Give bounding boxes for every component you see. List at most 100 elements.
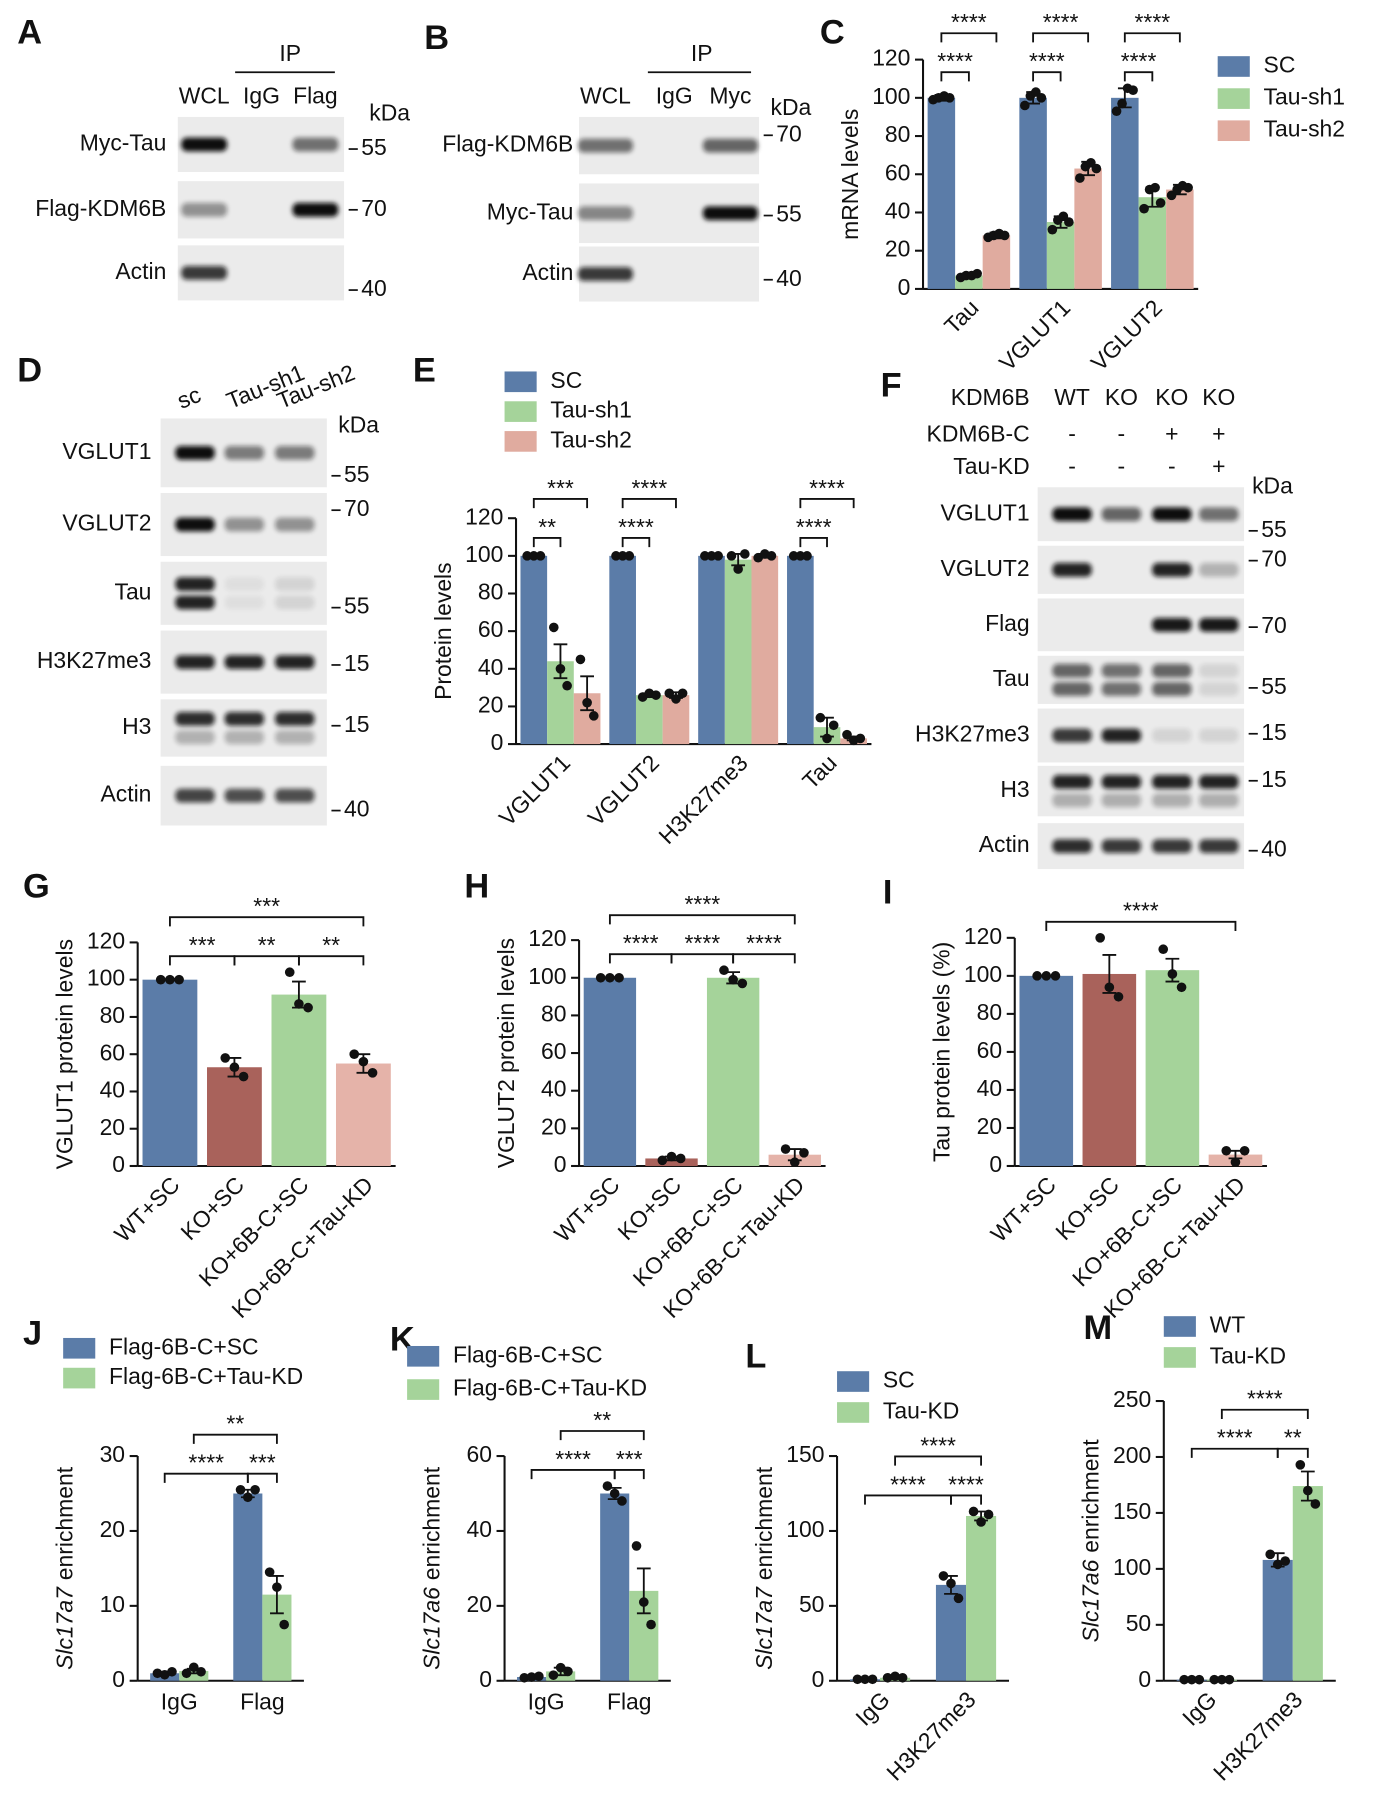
kda-marker: 55 bbox=[344, 593, 369, 619]
y-tick-label: 0 bbox=[554, 1151, 567, 1177]
x-tick-label: WT+SC bbox=[985, 1171, 1061, 1247]
significance-label: **** bbox=[618, 514, 654, 540]
x-tick-label: KO+6B-C+SC bbox=[1067, 1171, 1187, 1291]
y-axis-label: Slc17a7 enrichment bbox=[52, 1466, 78, 1670]
bar bbox=[1262, 1559, 1293, 1681]
band bbox=[175, 655, 215, 669]
legend-swatch bbox=[1217, 120, 1250, 142]
y-axis-label: Slc17a7 enrichment bbox=[751, 1466, 777, 1670]
x-tick-label: Tau bbox=[797, 750, 842, 795]
condition-value: - bbox=[1118, 453, 1126, 479]
blot-label: H3K27me3 bbox=[37, 647, 152, 673]
y-tick-label: 30 bbox=[100, 1441, 125, 1467]
significance-bracket bbox=[1045, 920, 1237, 931]
kda-marker: 55 bbox=[1261, 673, 1286, 699]
significance-label: **** bbox=[684, 930, 720, 956]
data-point bbox=[968, 1506, 979, 1517]
bar bbox=[966, 1515, 997, 1681]
significance-bracket bbox=[799, 537, 828, 548]
y-tick-label: 40 bbox=[466, 1516, 491, 1542]
data-point bbox=[1272, 1559, 1283, 1570]
x-tick-label: IgG bbox=[528, 1689, 565, 1715]
bar bbox=[1111, 97, 1139, 289]
band bbox=[1199, 562, 1239, 577]
data-point bbox=[609, 1488, 620, 1499]
y-axis-label: VGLUT2 protein levels bbox=[493, 938, 519, 1168]
band bbox=[1052, 682, 1092, 696]
y-tick-label: 120 bbox=[87, 927, 125, 953]
data-point bbox=[555, 1662, 566, 1673]
condition-value: + bbox=[1212, 421, 1225, 447]
significance-bracket bbox=[732, 953, 796, 964]
data-point bbox=[284, 967, 295, 978]
kda-marker: 15 bbox=[344, 711, 369, 737]
data-point bbox=[972, 268, 982, 279]
ip-label: IP bbox=[691, 40, 713, 66]
data-point bbox=[890, 1671, 900, 1682]
band bbox=[224, 655, 265, 669]
band bbox=[577, 267, 633, 281]
significance-bracket bbox=[532, 498, 589, 509]
data-point bbox=[882, 1672, 893, 1683]
band bbox=[275, 711, 315, 726]
data-point bbox=[1064, 217, 1074, 227]
y-tick-label: 50 bbox=[799, 1591, 824, 1617]
lane-label: IgG bbox=[243, 82, 280, 108]
data-point bbox=[264, 1567, 275, 1577]
band bbox=[175, 595, 215, 610]
blot-label: VGLUT2 bbox=[941, 555, 1030, 581]
y-axis-label-text: enrichment bbox=[52, 1466, 78, 1580]
data-point bbox=[1280, 1556, 1291, 1566]
kda-marker: 70 bbox=[776, 120, 801, 146]
y-tick-label: 60 bbox=[885, 159, 910, 185]
band bbox=[1101, 663, 1142, 678]
significance-label: *** bbox=[616, 1446, 643, 1472]
data-point bbox=[1041, 971, 1052, 981]
significance-bracket bbox=[1032, 71, 1062, 82]
data-point bbox=[535, 551, 546, 561]
y-tick-label: 80 bbox=[885, 121, 910, 147]
band bbox=[1101, 839, 1142, 853]
y-axis-label-gene: Slc17a6 bbox=[419, 1587, 445, 1670]
y-tick-label: 0 bbox=[479, 1666, 492, 1692]
band bbox=[175, 788, 215, 803]
bar bbox=[787, 555, 814, 745]
band bbox=[224, 711, 265, 726]
data-point bbox=[1179, 1674, 1190, 1685]
band bbox=[224, 517, 265, 532]
data-point bbox=[1091, 163, 1102, 174]
blot-label: Actin bbox=[115, 258, 166, 284]
bar bbox=[1019, 97, 1047, 289]
data-point bbox=[614, 972, 624, 983]
significance-label: **** bbox=[1134, 9, 1170, 35]
significance-label: ** bbox=[593, 1407, 611, 1433]
kda-marker: 40 bbox=[1261, 836, 1286, 862]
band bbox=[1052, 839, 1092, 853]
data-point bbox=[1150, 182, 1160, 193]
band bbox=[702, 206, 758, 221]
band bbox=[1152, 562, 1192, 577]
y-tick-label: 60 bbox=[478, 616, 503, 642]
y-tick-label: 60 bbox=[541, 1038, 566, 1064]
data-point bbox=[555, 663, 566, 674]
significance-label: **** bbox=[623, 930, 659, 956]
data-point bbox=[953, 1593, 964, 1604]
y-tick-label: 40 bbox=[541, 1076, 566, 1102]
data-point bbox=[272, 1582, 282, 1592]
data-point bbox=[582, 697, 592, 708]
y-tick-label: 40 bbox=[478, 654, 503, 680]
y-tick-label: 0 bbox=[491, 729, 504, 755]
band bbox=[1052, 775, 1092, 789]
band bbox=[275, 517, 315, 532]
panel-letter: C bbox=[820, 13, 845, 51]
condition-label: KDM6B-C bbox=[927, 421, 1030, 447]
data-point bbox=[165, 974, 175, 985]
data-point bbox=[575, 654, 586, 665]
data-point bbox=[1176, 982, 1187, 993]
legend-swatch bbox=[837, 1371, 870, 1392]
y-tick-label: 250 bbox=[1113, 1386, 1151, 1412]
significance-bracket bbox=[621, 498, 677, 509]
x-tick-label: Flag bbox=[240, 1689, 285, 1715]
data-point bbox=[1032, 971, 1042, 981]
